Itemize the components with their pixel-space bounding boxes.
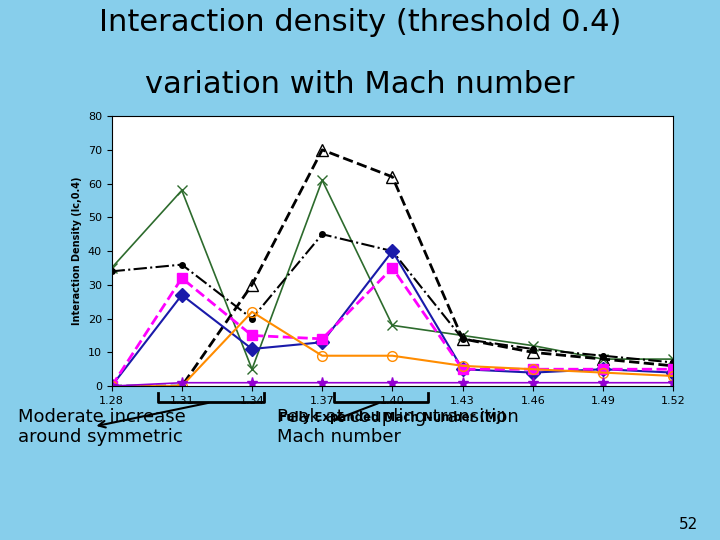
Text: variation with Mach number: variation with Mach number: [145, 70, 575, 99]
Text: 52: 52: [679, 517, 698, 532]
Text: Peak at coupling-transition
Mach number: Peak at coupling-transition Mach number: [277, 408, 519, 447]
Text: Moderate increase
around symmetric: Moderate increase around symmetric: [18, 408, 186, 447]
X-axis label: Fully Expanded Mach Number (Mj): Fully Expanded Mach Number (Mj): [279, 411, 506, 424]
Text: Interaction density (threshold 0.4): Interaction density (threshold 0.4): [99, 8, 621, 37]
Y-axis label: Interaction Density (Ic,0.4): Interaction Density (Ic,0.4): [72, 177, 82, 325]
